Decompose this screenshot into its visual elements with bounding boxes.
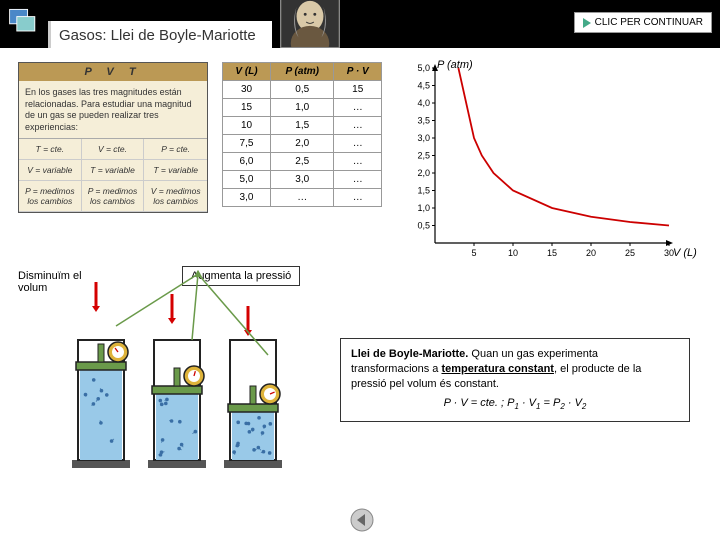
table-row: 300,515 — [223, 81, 382, 99]
svg-text:5: 5 — [471, 248, 476, 258]
svg-text:P (atm): P (atm) — [437, 59, 473, 71]
svg-text:3,0: 3,0 — [417, 133, 430, 143]
table-row: 5,03,0… — [223, 171, 382, 189]
svg-text:1,5: 1,5 — [417, 186, 430, 196]
pvt-cell: V = cte. — [82, 139, 145, 160]
svg-text:V (L): V (L) — [673, 247, 697, 259]
table-row: 101,5… — [223, 117, 382, 135]
table-header: P (atm) — [271, 63, 334, 81]
pv-chart: 0,51,01,52,02,53,03,54,04,55,05101520253… — [395, 58, 705, 263]
svg-text:10: 10 — [508, 248, 518, 258]
svg-text:2,0: 2,0 — [417, 168, 430, 178]
svg-text:3,5: 3,5 — [417, 116, 430, 126]
play-icon — [583, 18, 591, 28]
pvt-cell: V = variable — [19, 160, 82, 181]
svg-text:5,0: 5,0 — [417, 63, 430, 73]
previous-button[interactable] — [350, 508, 374, 532]
table-row: 3,0…… — [223, 189, 382, 207]
table-row: 6,02,5… — [223, 153, 382, 171]
svg-text:25: 25 — [625, 248, 635, 258]
pvt-cell: P = medimos los cambios — [82, 181, 145, 212]
pvt-cell: T = cte. — [19, 139, 82, 160]
content-area: P V T En los gases las tres magnitudes e… — [0, 48, 720, 540]
table-header: P · V — [334, 63, 382, 81]
continue-button[interactable]: CLIC PER CONTINUAR — [574, 12, 712, 33]
piston-diagram — [58, 280, 318, 480]
table-row: 7,52,0… — [223, 135, 382, 153]
continue-label: CLIC PER CONTINUAR — [595, 17, 703, 28]
pvt-cell: T = variable — [82, 160, 145, 181]
page-title: Gasos: Llei de Boyle-Mariotte — [48, 21, 272, 48]
scientist-portrait — [280, 0, 340, 48]
table-header: V (L) — [223, 63, 271, 81]
svg-text:4,0: 4,0 — [417, 98, 430, 108]
header-bar: Gasos: Llei de Boyle-Mariotte CLIC PER C… — [0, 0, 720, 48]
pvt-grid: T = cte.V = cte.P = cte.V = variableT = … — [19, 138, 207, 212]
svg-text:20: 20 — [586, 248, 596, 258]
svg-text:2,5: 2,5 — [417, 151, 430, 161]
pvt-cell: P = medimos los cambios — [19, 181, 82, 212]
svg-text:0,5: 0,5 — [417, 221, 430, 231]
pvt-info-box: P V T En los gases las tres magnitudes e… — [18, 62, 208, 213]
law-statement-box: Llei de Boyle-Mariotte. Quan un gas expe… — [340, 338, 690, 422]
svg-text:1,0: 1,0 — [417, 203, 430, 213]
pvt-header: P V T — [19, 63, 207, 81]
svg-text:4,5: 4,5 — [417, 81, 430, 91]
pvt-intro-text: En los gases las tres magnitudes están r… — [19, 81, 207, 138]
pv-data-table: V (L)P (atm)P · V300,515151,0…101,5…7,52… — [222, 62, 382, 207]
app-logo-icon — [6, 4, 42, 40]
table-row: 151,0… — [223, 99, 382, 117]
pvt-cell: T = variable — [144, 160, 207, 181]
law-formula: P · V = cte. ; P1 · V1 = P2 · V2 — [351, 396, 679, 413]
pvt-cell: V = medimos los cambios — [144, 181, 207, 212]
pvt-cell: P = cte. — [144, 139, 207, 160]
law-title: Llei de Boyle-Mariotte. — [351, 348, 468, 360]
svg-text:15: 15 — [547, 248, 557, 258]
